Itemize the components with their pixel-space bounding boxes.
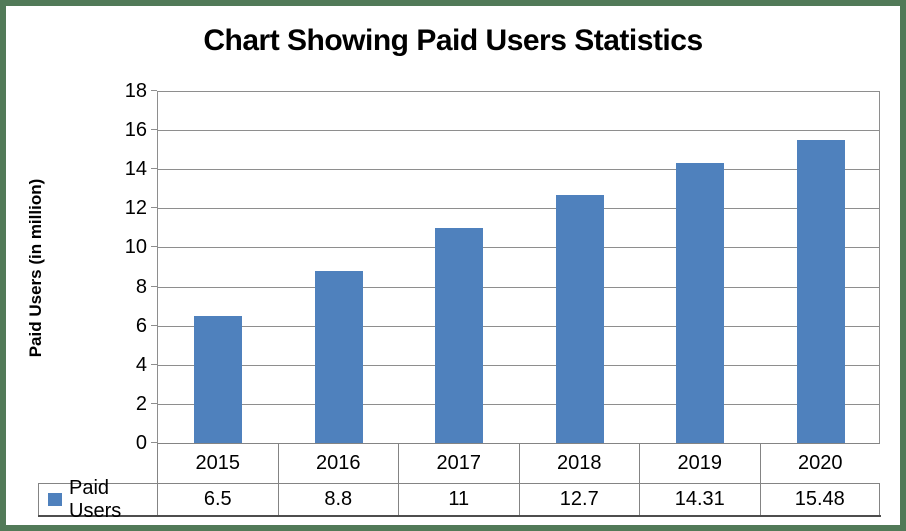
y-tick-label-12: 12 (124, 197, 147, 219)
y-tick-mark-2 (151, 403, 157, 404)
bar-2019 (676, 163, 724, 443)
gridline-6 (158, 326, 879, 327)
value-cell-2020: 15.48 (759, 483, 880, 515)
y-axis-title: Paid Users (in million) (26, 178, 45, 358)
bar-2018 (556, 195, 604, 443)
year-cell-2016: 2016 (277, 443, 398, 483)
y-tick-label-0: 0 (135, 432, 147, 454)
y-tick-mark-8 (151, 286, 157, 287)
y-tick-mark-16 (151, 129, 157, 130)
gridline-16 (158, 130, 879, 131)
value-cell-2019: 14.31 (639, 483, 760, 515)
y-tick-mark-6 (151, 325, 157, 326)
gridline-8 (158, 287, 879, 288)
legend-cell: Paid Users (38, 477, 157, 522)
y-tick-label-2: 2 (135, 393, 147, 415)
y-tick-mark-0 (151, 442, 157, 443)
y-tick-mark-4 (151, 364, 157, 365)
plot-area (157, 91, 880, 443)
y-tick-mark-10 (151, 246, 157, 247)
year-cell-2017: 2017 (398, 443, 519, 483)
data-table: 2015 2016 2017 2018 2019 2020 Paid Users 6.5 8.8… (38, 443, 881, 522)
y-tick-label-14: 14 (124, 158, 147, 180)
gridline-12 (158, 208, 879, 209)
chart-title: Chart Showing Paid Users Statistics (203, 24, 703, 57)
year-cell-2015: 2015 (157, 443, 278, 483)
gridline-10 (158, 247, 879, 248)
year-cell-2020: 2020 (759, 443, 880, 483)
y-tick-label-16: 16 (124, 119, 147, 141)
y-tick-mark-14 (151, 168, 157, 169)
y-tick-label-18: 18 (124, 80, 147, 102)
y-tick-mark-12 (151, 207, 157, 208)
gridline-14 (158, 169, 879, 170)
gridline-4 (158, 365, 879, 366)
value-cell-2018: 12.7 (518, 483, 639, 515)
value-cell-2016: 8.8 (277, 483, 398, 515)
bar-2020 (797, 140, 845, 443)
year-cell-2018: 2018 (518, 443, 639, 483)
bar-2017 (435, 228, 483, 443)
year-cell-2019: 2019 (639, 443, 760, 483)
legend-swatch-icon (48, 493, 62, 506)
gridline-2 (158, 404, 879, 405)
bar-2016 (315, 271, 363, 443)
y-tick-label-4: 4 (135, 354, 147, 376)
value-cell-2015: 6.5 (157, 483, 278, 515)
y-tick-label-10: 10 (124, 236, 147, 258)
value-cell-2017: 11 (398, 483, 519, 515)
legend-label: Paid Users (69, 476, 122, 522)
y-tick-label-8: 8 (135, 276, 147, 298)
bar-2015 (194, 316, 242, 443)
y-tick-label-6: 6 (135, 315, 147, 337)
y-tick-mark-18 (151, 90, 157, 91)
